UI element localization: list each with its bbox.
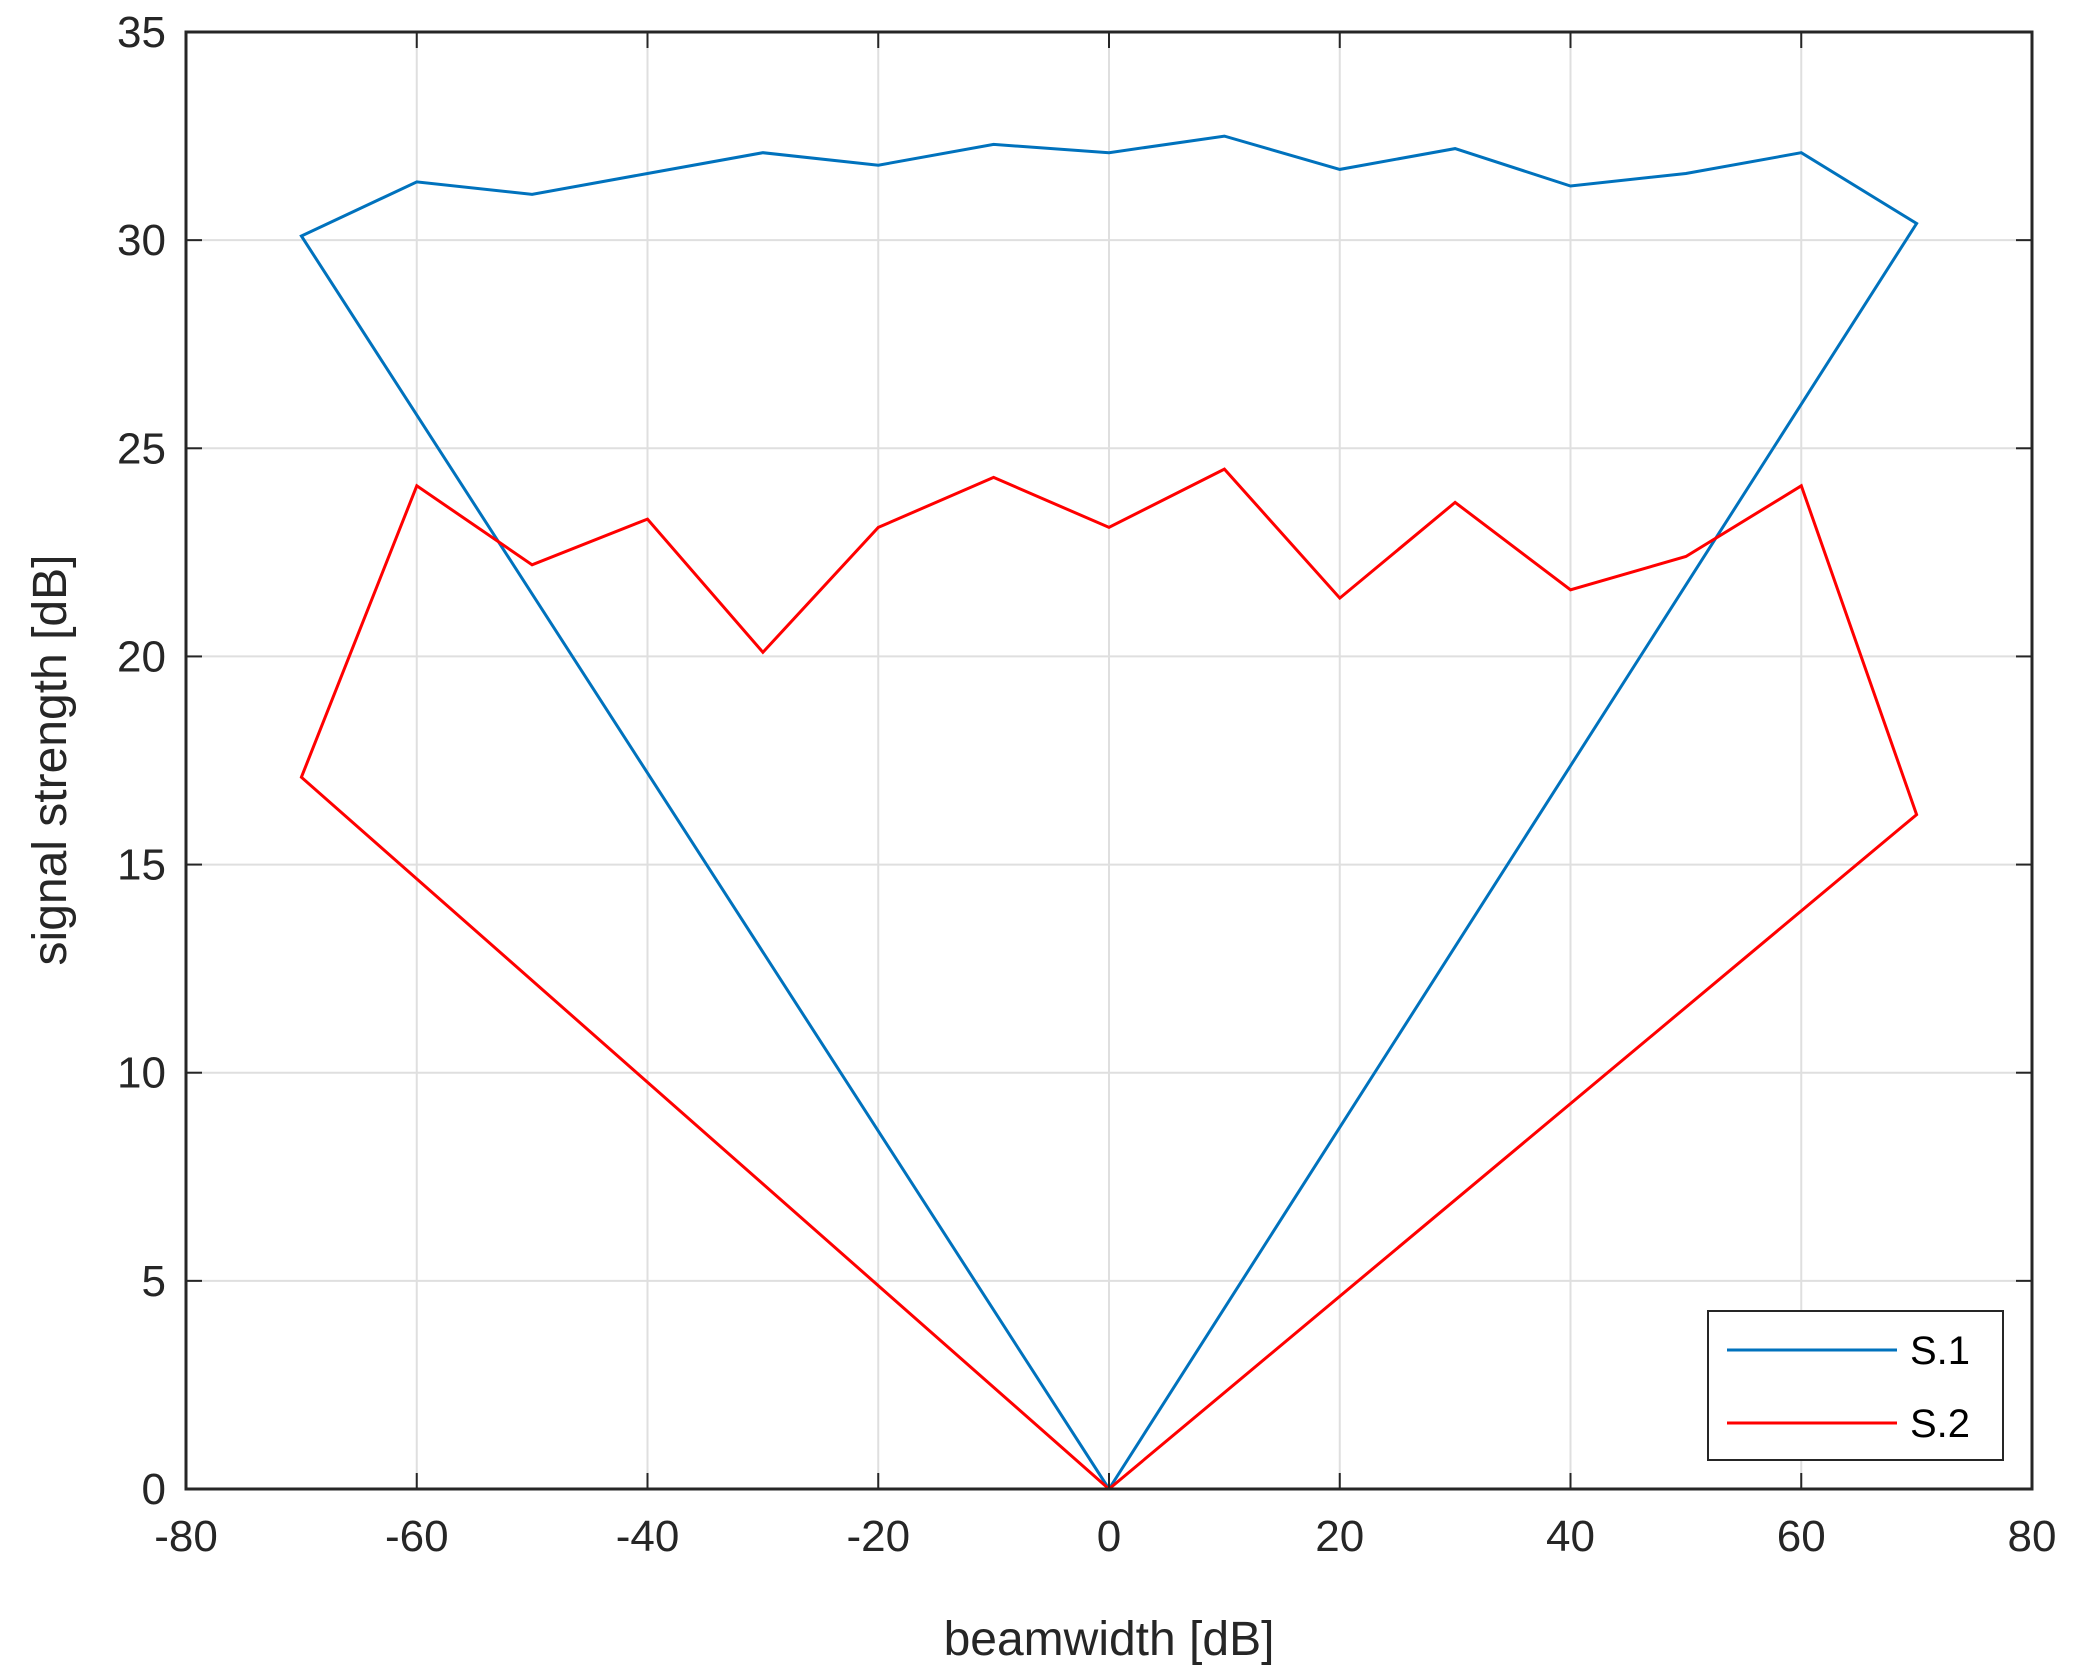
legend-label-s1: S.1	[1910, 1329, 1970, 1373]
x-tick-label: -60	[385, 1512, 449, 1561]
y-tick-label: 30	[117, 216, 166, 265]
series-line-s1	[299, 134, 1919, 1490]
x-tick-label: 40	[1546, 1512, 1595, 1561]
x-tick-label: 80	[2008, 1512, 2057, 1561]
x-axis-label: beamwidth [dB]	[944, 1613, 1275, 1666]
x-tick-label: -80	[154, 1512, 218, 1561]
legend-box	[1707, 1310, 2004, 1461]
legend: S.1 S.2	[1707, 1310, 2004, 1461]
y-tick-label: 35	[117, 8, 166, 57]
ticks	[185, 31, 2033, 1490]
y-axis-label: signal strength [dB]	[24, 555, 77, 966]
x-tick-label: 0	[1097, 1512, 1121, 1561]
grid	[186, 32, 2032, 1489]
tick-labels: -80 -60 -40 -20 0 20 40 60 80 0 5 10 15 20 25 30 35	[117, 8, 2056, 1561]
x-tick-label: 20	[1315, 1512, 1364, 1561]
x-tick-label: -20	[846, 1512, 910, 1561]
y-tick-label: 0	[142, 1465, 166, 1514]
x-tick-label: -40	[616, 1512, 680, 1561]
y-tick-label: 15	[117, 841, 166, 890]
y-tick-label: 5	[142, 1257, 166, 1306]
series-layer	[299, 134, 1919, 1491]
legend-label-s2: S.2	[1910, 1402, 1970, 1446]
y-tick-label: 10	[117, 1049, 166, 1098]
y-tick-label: 20	[117, 632, 166, 681]
x-tick-label: 60	[1777, 1512, 1826, 1561]
series-line-s2	[299, 467, 1919, 1491]
y-tick-label: 25	[117, 424, 166, 473]
